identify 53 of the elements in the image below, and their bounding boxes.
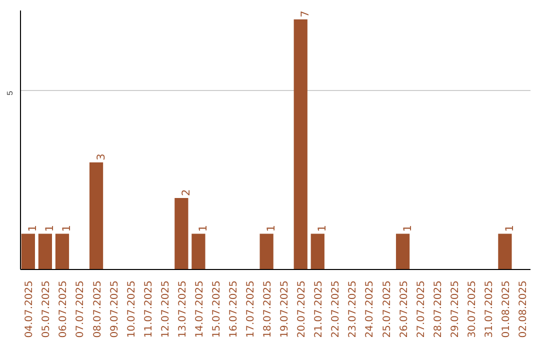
data-label: 1 (43, 224, 56, 232)
x-tick-label: 15.07.2025 (211, 280, 222, 338)
x-tick-label: 04.07.2025 (24, 280, 36, 338)
x-tick-label: 14.07.2025 (194, 280, 206, 338)
bar (294, 19, 308, 270)
data-label: 3 (94, 154, 108, 160)
x-tick-label: 21.07.2025 (314, 280, 325, 338)
data-label: 1 (502, 224, 516, 232)
data-label: 2 (179, 189, 192, 196)
x-tick-label: 10.07.2025 (126, 280, 138, 338)
x-tick-label: 05.07.2025 (41, 280, 52, 338)
x-tick-label: 23.07.2025 (348, 280, 359, 338)
data-label: 7 (298, 10, 312, 18)
data-label: 1 (316, 224, 329, 232)
data-label: 1 (26, 224, 40, 232)
x-tick-label: 01.08.2025 (500, 280, 512, 338)
bar (192, 234, 206, 270)
data-label: 1 (400, 224, 414, 232)
data-label: 1 (196, 224, 210, 232)
bar (55, 234, 70, 270)
x-tick-label: 18.07.2025 (262, 280, 274, 338)
data-label: 1 (264, 224, 278, 232)
x-tick-label: 28.07.2025 (432, 280, 444, 338)
x-tick-label: 09.07.2025 (109, 280, 120, 338)
x-tick-label: 12.07.2025 (160, 280, 172, 338)
x-tick-label: 27.07.2025 (416, 280, 427, 338)
x-tick-label: 24.07.2025 (364, 280, 376, 338)
x-tick-label: 07.07.2025 (75, 280, 86, 338)
x-tick-label: 11.07.2025 (143, 280, 154, 338)
x-tick-label: 17.07.2025 (246, 280, 257, 338)
bar (498, 234, 512, 270)
x-tick-label: 25.07.2025 (382, 280, 393, 338)
x-tick-label: 31.07.2025 (484, 280, 495, 338)
x-tick-label: 02.08.2025 (518, 280, 529, 338)
x-tick-label: 13.07.2025 (177, 280, 188, 338)
bar (21, 234, 35, 270)
x-tick-label: 06.07.2025 (58, 280, 70, 338)
x-tick-label: 19.07.2025 (280, 280, 291, 338)
y-tick-label: 5 (6, 90, 14, 96)
x-tick-label: 08.07.2025 (92, 280, 104, 338)
bar (260, 234, 274, 270)
bar (396, 234, 410, 270)
bar (174, 198, 188, 270)
bar (310, 234, 324, 270)
x-tick-label: 22.07.2025 (330, 280, 342, 338)
data-label: 1 (60, 224, 74, 232)
x-tick-label: 29.07.2025 (450, 280, 461, 338)
x-tick-label: 16.07.2025 (228, 280, 240, 338)
x-tick-label: 20.07.2025 (296, 280, 308, 338)
bar (89, 162, 104, 270)
bar (38, 234, 52, 270)
x-tick-label: 30.07.2025 (466, 280, 478, 338)
x-tick-label: 26.07.2025 (398, 280, 410, 338)
